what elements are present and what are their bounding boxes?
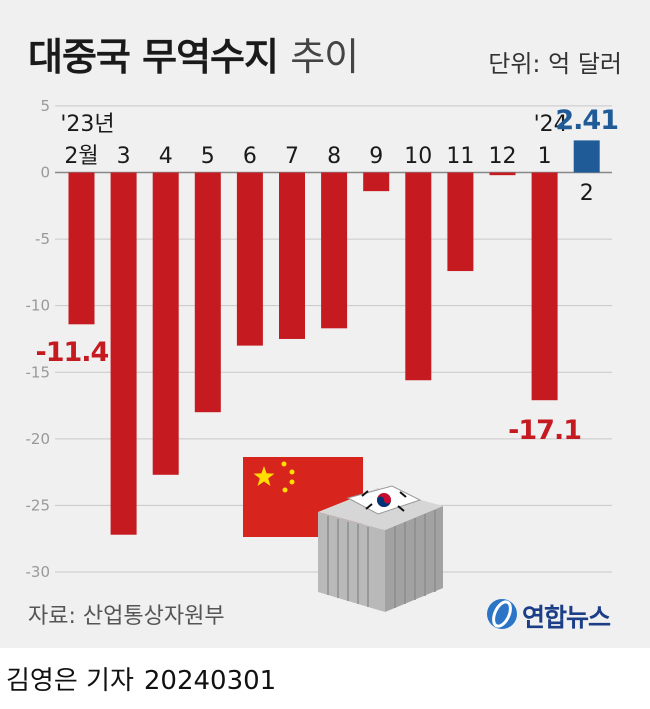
illustration	[243, 457, 443, 612]
x-tick-label: 3	[117, 144, 131, 169]
x-tick-label: 1	[538, 144, 552, 169]
bar	[236, 172, 263, 346]
x-tick-label: 2	[580, 181, 594, 206]
y-tick-label: -10	[26, 297, 51, 315]
year-label: '24	[534, 112, 568, 137]
x-tick-label: 5	[201, 144, 215, 169]
bar	[447, 172, 474, 272]
x-tick-label: 2월	[64, 144, 98, 169]
title-main: 대중국 무역수지	[28, 35, 279, 79]
bars: 2월 '23년 -11.4 3 4 5 6 7 8 9 10 11 12 1 '24 -17.1 2 2.41	[36, 105, 619, 535]
data-label: 2.41	[555, 105, 618, 136]
y-tick-label: 0	[40, 164, 50, 182]
bar-chart: 5 0 -5 -10 -15 -20 -25 -30 2월 '23년 -11.4 3 4 5 6 7 8 9 10…	[26, 97, 619, 612]
byline: 김영은 기자 20240301	[6, 660, 276, 697]
bar	[68, 172, 95, 325]
chart-title: 대중국 무역수지 추이	[28, 26, 359, 81]
infographic-card: 대중국 무역수지 추이 단위: 억 달러 5 0 -5 -10 -15 -20 -25 -30…	[0, 0, 650, 648]
unit-label: 단위: 억 달러	[488, 50, 622, 78]
bar	[531, 172, 558, 401]
logo-text: 연합뉴스	[522, 603, 611, 632]
y-tick-label: -5	[35, 230, 50, 248]
y-tick-label: -15	[26, 363, 51, 381]
y-axis-ticks: 5 0 -5 -10 -15 -20 -25 -30	[26, 97, 51, 581]
y-tick-label: -20	[26, 430, 51, 448]
bar	[321, 172, 348, 329]
bar	[573, 140, 600, 173]
x-tick-label: 8	[327, 144, 341, 169]
y-tick-label: -30	[26, 563, 51, 581]
x-tick-label: 9	[369, 144, 383, 169]
data-label: -11.4	[36, 337, 109, 368]
source-label: 자료: 산업통상자원부	[28, 604, 225, 629]
x-tick-label: 11	[446, 144, 474, 169]
x-tick-label: 12	[489, 144, 517, 169]
y-tick-label: -25	[26, 496, 51, 514]
bar	[110, 172, 137, 535]
bar	[405, 172, 432, 381]
title-sub: 추이	[290, 35, 359, 79]
author-name: 김영은 기자	[6, 666, 134, 696]
yonhap-logo: 연합뉴스	[484, 594, 634, 634]
publish-date: 20240301	[143, 666, 277, 696]
year-label: '23년	[60, 112, 114, 137]
x-tick-label: 6	[243, 144, 257, 169]
shipping-container	[318, 485, 443, 612]
y-tick-label: 5	[40, 97, 50, 115]
x-tick-label: 4	[159, 144, 173, 169]
x-tick-label: 7	[285, 144, 299, 169]
x-tick-label: 10	[404, 144, 432, 169]
bar	[152, 172, 179, 475]
bar	[363, 172, 390, 192]
data-label: -17.1	[508, 415, 581, 446]
logo-icon	[487, 599, 517, 629]
bar	[279, 172, 305, 339]
bar	[194, 172, 221, 413]
bar	[489, 172, 516, 176]
